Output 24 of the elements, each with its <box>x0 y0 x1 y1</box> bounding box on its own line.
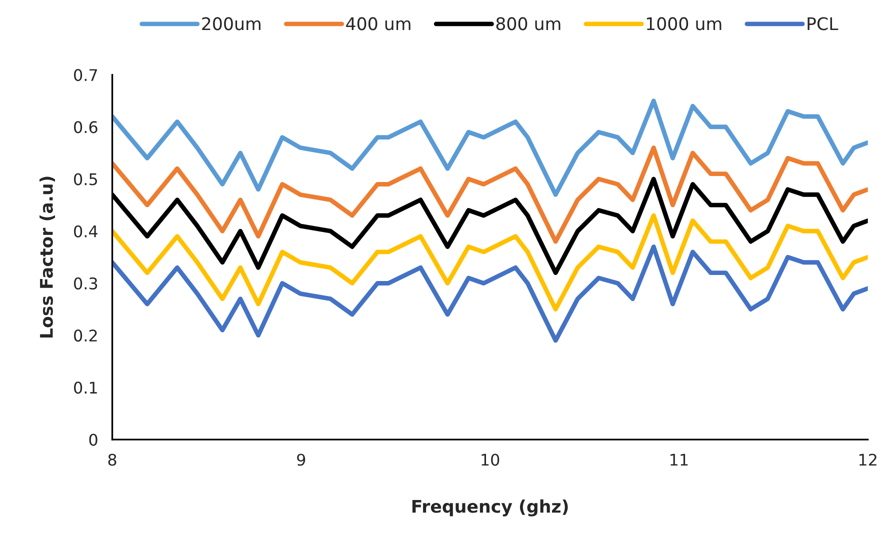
x-tick-label: 8 <box>108 454 116 466</box>
y-tick-label: 0.4 <box>74 225 98 238</box>
x-tick-label: 12 <box>859 454 876 466</box>
line-series <box>112 98 868 197</box>
y-tick-label: 0.5 <box>74 173 97 186</box>
legend-label: 800 um <box>496 17 560 30</box>
x-tick-label: 11 <box>670 454 688 466</box>
y-tick-label: 0 <box>89 434 98 446</box>
y-tick-label: 0.6 <box>74 121 98 134</box>
x-axis-title: Frequency (ghz) <box>412 499 568 516</box>
line-series <box>112 146 868 244</box>
line-series <box>112 244 868 343</box>
x-tick-label: 9 <box>297 454 306 466</box>
legend-label: 200um <box>202 17 260 30</box>
y-tick-label: 0.2 <box>74 330 97 342</box>
y-axis-title: Loss Factor (a.u) <box>40 176 55 338</box>
y-tick-label: 0.1 <box>74 382 97 394</box>
line-series <box>112 213 868 312</box>
legend-label: 400 um <box>346 17 410 30</box>
y-tick-label: 0.7 <box>74 69 98 82</box>
y-tick-label: 0.3 <box>74 277 98 290</box>
legend-label: PCL <box>808 17 838 30</box>
legend-label: 1000 um <box>646 17 722 30</box>
x-tick-label: 10 <box>482 454 500 466</box>
